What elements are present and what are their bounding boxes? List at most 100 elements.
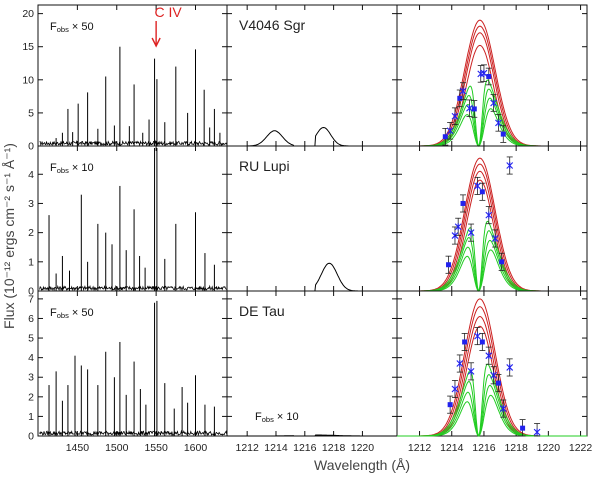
y-tick-label: 0	[28, 141, 34, 153]
data-point	[499, 405, 507, 413]
absorbed-model	[397, 230, 587, 292]
civ-arrowhead	[151, 37, 161, 48]
absorbed-model	[397, 79, 587, 147]
data-point	[471, 106, 477, 112]
y-tick-label: 3	[28, 372, 34, 384]
absorbed-model	[397, 384, 587, 437]
lya-profile	[227, 434, 397, 437]
x-axis-label: Wavelength (Å)	[314, 457, 410, 473]
x-tick-label: 1218	[322, 442, 346, 454]
scale-factor-label: Fobs × 50	[50, 21, 94, 34]
data-point	[451, 385, 459, 393]
y-tick-label: 7	[28, 293, 34, 305]
data-point	[499, 259, 505, 265]
data-point	[479, 189, 485, 195]
x-tick-label: 1222	[569, 442, 593, 454]
absorbed-model	[397, 108, 587, 147]
data-point	[486, 74, 492, 79]
data-point	[474, 332, 481, 340]
data-point	[490, 371, 497, 379]
data-point	[446, 262, 452, 268]
x-tick-label: 1214	[440, 442, 464, 454]
data-point	[506, 162, 514, 170]
intrinsic-model	[397, 25, 587, 147]
y-tick-label: 2	[28, 391, 34, 403]
y-tick-label: 15	[22, 41, 34, 53]
x-tick-label: 1212	[235, 442, 259, 454]
y-tick-label: 4	[28, 169, 34, 181]
y-tick-label: 1	[28, 411, 34, 423]
y-tick-label: 4	[28, 352, 34, 364]
absorbed-model	[397, 88, 587, 147]
intrinsic-model	[397, 163, 587, 292]
scale-factor-label: Fobs × 10	[50, 162, 94, 175]
data-point	[457, 95, 463, 101]
intrinsic-model	[397, 157, 587, 292]
data-point	[500, 131, 506, 137]
x-tick-label: 1220	[351, 442, 375, 454]
data-point	[442, 134, 448, 140]
lya-profile	[227, 126, 397, 147]
absorbed-model	[397, 394, 587, 437]
data-point	[454, 223, 462, 231]
y-tick-label: 0	[28, 286, 34, 298]
data-point	[460, 200, 466, 206]
data-point	[491, 234, 499, 242]
x-tick-label: 1550	[144, 442, 168, 454]
data-point	[467, 229, 475, 237]
overlay: C IV	[151, 4, 183, 48]
x-tick-label: 1218	[504, 442, 528, 454]
x-tick-label: 1216	[293, 442, 317, 454]
observed-spectrum	[39, 284, 227, 292]
data-point	[462, 339, 468, 345]
y-axis-label: Flux (10⁻¹² ergs cm⁻² s⁻¹ Å⁻¹)	[1, 143, 17, 329]
data-point	[447, 402, 453, 408]
absorbed-model	[397, 249, 587, 292]
absorbed-model	[397, 220, 587, 292]
lya-scale-note: Fobs × 10	[255, 411, 299, 424]
data-point	[490, 99, 497, 107]
data-point	[485, 352, 493, 360]
data-point	[485, 211, 493, 219]
intrinsic-model	[397, 298, 587, 437]
lya-profile	[227, 262, 397, 292]
data-point	[480, 69, 488, 77]
civ-annotation: C IV	[155, 4, 183, 20]
y-tick-label: 10	[22, 74, 34, 86]
data-point	[474, 182, 481, 190]
data-point	[533, 428, 541, 436]
absorbed-model	[397, 239, 587, 292]
x-tick-label: 1600	[184, 442, 208, 454]
x-tick-label: 1216	[472, 442, 496, 454]
y-tick-label: 1	[28, 256, 34, 268]
data-point	[451, 232, 459, 240]
star-name: DE Tau	[239, 303, 285, 319]
y-tick-label: 0	[28, 431, 34, 443]
absorbed-model	[397, 363, 587, 437]
data-point	[495, 119, 502, 127]
data-point	[506, 363, 514, 371]
x-tick-label: 1214	[264, 442, 288, 454]
panel-frame	[396, 4, 588, 147]
scale-factor-label: Fobs × 50	[50, 307, 94, 320]
y-tick-label: 5	[28, 107, 34, 119]
x-tick-label: 1450	[66, 442, 90, 454]
data-point	[466, 104, 473, 112]
data-point	[495, 380, 501, 386]
x-tick-label: 1212	[408, 442, 432, 454]
x-tick-label: 1220	[537, 442, 561, 454]
data-point	[479, 339, 485, 345]
x-tick-label: 1500	[105, 442, 129, 454]
intrinsic-model	[397, 19, 587, 147]
y-tick-label: 20	[22, 8, 34, 20]
data-point	[456, 360, 464, 368]
data-point	[446, 127, 454, 135]
data-point	[459, 87, 467, 95]
y-tick-label: 6	[28, 313, 34, 325]
y-tick-label: 2	[28, 227, 34, 239]
data-point	[520, 425, 526, 431]
star-name: V4046 Sgr	[239, 17, 305, 33]
y-tick-label: 3	[28, 198, 34, 210]
